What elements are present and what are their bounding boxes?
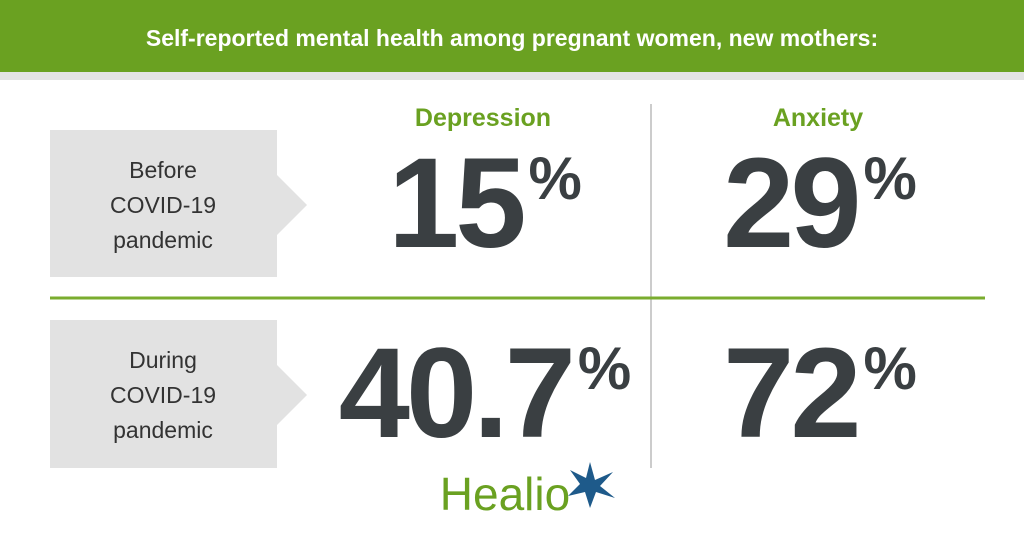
logo: Healio xyxy=(440,462,615,520)
stat-number: 29 xyxy=(723,132,857,275)
row-label: pandemic xyxy=(113,417,213,443)
stat-value: 72% xyxy=(723,322,915,465)
row-label: COVID-19 xyxy=(110,382,216,408)
stat-value: 40.7% xyxy=(339,322,630,465)
logo-text: Healio xyxy=(440,468,570,520)
stat-number: 40.7 xyxy=(339,322,572,465)
stat-value: 15% xyxy=(388,132,580,275)
stat-unit: % xyxy=(578,335,630,402)
stat-number: 15 xyxy=(388,132,523,275)
column-header: Depression xyxy=(415,104,551,132)
stat-unit: % xyxy=(864,335,916,402)
column-header: Anxiety xyxy=(773,104,863,132)
row-label-box xyxy=(50,320,307,468)
stat-value: 29% xyxy=(723,132,915,275)
row-label: During xyxy=(129,347,197,373)
row-label: COVID-19 xyxy=(110,192,216,218)
stat-number: 72 xyxy=(723,322,857,465)
title: Self-reported mental health among pregna… xyxy=(146,25,878,51)
logo-star xyxy=(568,462,615,508)
row-label: Before xyxy=(129,157,197,183)
stat-unit: % xyxy=(864,145,916,212)
header-shadow xyxy=(0,72,1024,80)
stat-unit: % xyxy=(529,145,581,212)
row-label-box xyxy=(50,130,307,277)
row-label: pandemic xyxy=(113,227,213,253)
header-bar xyxy=(0,0,1024,72)
